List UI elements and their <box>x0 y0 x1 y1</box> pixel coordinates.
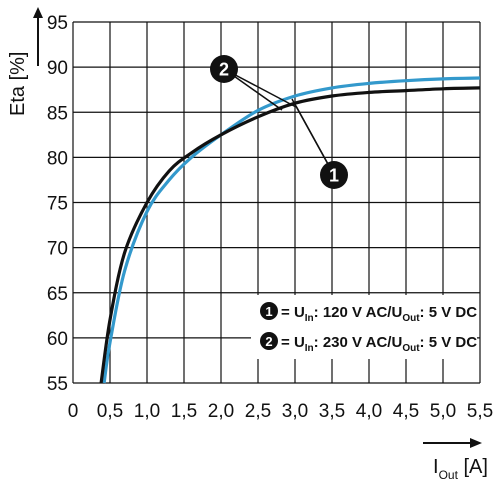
curve-marker-1: 1 <box>291 98 348 189</box>
x-tick-label: 3,0 <box>282 401 308 422</box>
legend-marker-1-label: 1 <box>265 304 272 319</box>
y-tick-label: 75 <box>47 194 68 215</box>
x-tick-label: 2,0 <box>208 401 234 422</box>
y-tick-label: 65 <box>47 284 68 305</box>
series-2-line <box>102 76 481 384</box>
x-axis-title: IOut [A] <box>423 438 488 482</box>
marker-2-circle <box>210 55 238 83</box>
legend-text-1: = UIn: 120 V AC/UOut: 5 V DC <box>281 304 477 324</box>
legend: 1 = UIn: 120 V AC/UOut: 5 V DC 2 = UIn: … <box>251 295 477 359</box>
legend-marker-2 <box>260 332 278 350</box>
legend-marker-2-label: 2 <box>265 334 272 349</box>
x-axis-label: IOut [A] <box>433 456 488 482</box>
legend-text-2: = UIn: 230 V AC/UOut: 5 V DC <box>281 334 477 354</box>
y-tick-label: 95 <box>47 13 68 34</box>
x-tick-label: 1,5 <box>171 401 197 422</box>
x-tick-label: 0,5 <box>97 401 123 422</box>
y-tick-label: 55 <box>47 374 68 395</box>
series-1-line <box>99 86 481 384</box>
marker-1-label: 1 <box>329 166 339 186</box>
legend-entry-1: 1 = UIn: 120 V AC/UOut: 5 V DC <box>260 302 477 324</box>
x-tick-label: 1,0 <box>134 401 160 422</box>
x-tick-label: 3,5 <box>319 401 345 422</box>
series-lines <box>99 76 481 384</box>
y-axis-arrow-head <box>33 7 43 18</box>
x-tick-label: 2,5 <box>245 401 271 422</box>
x-tick-label: 5,5 <box>467 401 493 422</box>
y-tick-label: 90 <box>47 58 68 79</box>
x-tick-label: 5,0 <box>430 401 456 422</box>
y-tick-label: 70 <box>47 239 68 260</box>
x-tick-label: 4,5 <box>393 401 419 422</box>
marker-2-label: 2 <box>219 60 229 80</box>
x-tick-labels: 0 0,5 1,0 1,5 2,0 2,5 3,0 3,5 4,0 4,5 5,0 5,5 <box>68 401 494 422</box>
y-tick-labels: 55 60 65 70 75 80 85 90 95 <box>47 13 68 395</box>
marker-1-leader-b <box>291 98 335 176</box>
curve-marker-2: 2 <box>210 55 297 111</box>
marker-1-circle <box>320 161 348 189</box>
y-axis-title: Eta [%] <box>7 7 43 116</box>
x-tick-label: 0 <box>68 401 79 422</box>
legend-background <box>251 295 477 359</box>
x-axis-arrow-head <box>470 438 482 448</box>
y-tick-label: 60 <box>47 329 68 350</box>
legend-entry-2: 2 = UIn: 230 V AC/UOut: 5 V DC <box>260 332 477 354</box>
x-tick-label: 4,0 <box>356 401 382 422</box>
y-tick-label: 85 <box>47 103 68 124</box>
legend-marker-1 <box>260 302 278 320</box>
y-tick-label: 80 <box>47 148 68 169</box>
y-axis-label: Eta [%] <box>7 52 29 116</box>
